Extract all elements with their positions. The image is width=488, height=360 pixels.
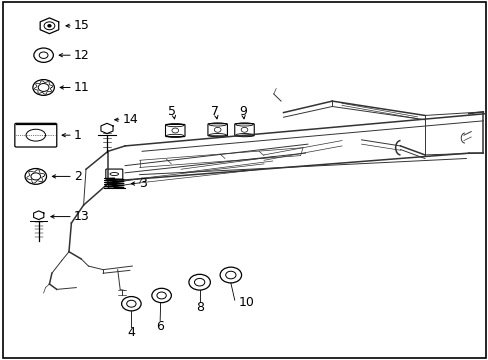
Text: 15: 15 — [74, 19, 89, 32]
Text: 3: 3 — [139, 177, 146, 190]
Circle shape — [48, 25, 51, 27]
Text: 11: 11 — [74, 81, 89, 94]
Text: 6: 6 — [155, 320, 163, 333]
Text: 8: 8 — [195, 301, 203, 314]
Text: 9: 9 — [239, 105, 247, 118]
Text: 5: 5 — [168, 105, 176, 118]
Text: 2: 2 — [74, 170, 81, 183]
Text: 4: 4 — [127, 326, 135, 339]
Text: 13: 13 — [74, 210, 89, 223]
Text: 1: 1 — [74, 129, 81, 142]
Text: 14: 14 — [122, 113, 138, 126]
Text: 12: 12 — [74, 49, 89, 62]
Text: 7: 7 — [211, 105, 219, 118]
Text: 10: 10 — [238, 296, 254, 309]
